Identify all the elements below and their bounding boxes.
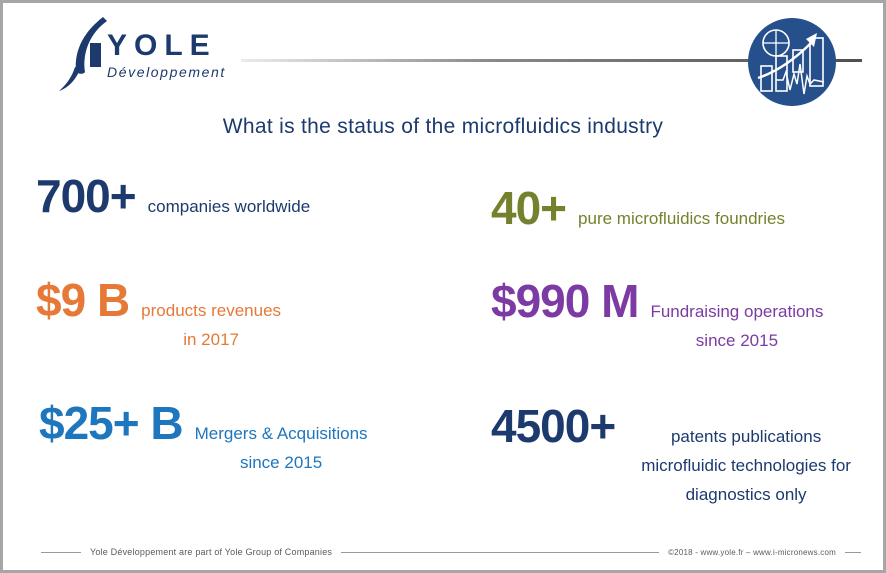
footer-right-note: ©2018 - www.yole.fr – www.i-micronews.co…	[668, 547, 836, 557]
stat-label-line: since 2015	[239, 452, 323, 472]
stat-mergers: $25+ B Mergers & Acquisitions since 2015	[39, 400, 368, 478]
page-title: What is the status of the microfluidics …	[222, 115, 664, 138]
stat-label-line: diagnostics only	[685, 484, 807, 504]
stat-companies-labels: companies worldwide	[148, 193, 311, 222]
stat-fundraising-labels: Fundraising operations since 2015	[650, 298, 823, 356]
stat-label-line: patents publications	[670, 427, 822, 446]
footer-divider-right	[845, 551, 861, 553]
yole-swoosh-icon	[59, 17, 107, 91]
stat-label-line: products revenues	[141, 301, 282, 320]
stat-companies-value: 700+	[36, 170, 137, 222]
stat-revenues: $9 B products revenues in 2017	[36, 277, 281, 355]
stat-mergers-labels: Mergers & Acquisitions since 2015	[195, 420, 368, 478]
stat-foundries-value: 40+	[491, 182, 567, 234]
footer-divider-mid	[341, 551, 660, 553]
stat-label-line: in 2017	[183, 329, 239, 349]
brand-subtitle: Développement	[107, 64, 226, 80]
stat-mergers-value: $25+ B	[39, 397, 184, 449]
stat-label-line: companies worldwide	[147, 197, 311, 216]
stat-label-line: since 2015	[695, 330, 779, 350]
stat-foundries: 40+ pure microfluidics foundries	[491, 185, 785, 234]
footer-divider-left	[41, 551, 81, 553]
stat-fundraising-value: $990 M	[491, 275, 639, 327]
charts-growth-icon	[748, 18, 836, 106]
header-divider	[241, 59, 862, 62]
logo-text: YOLE Développement	[107, 15, 226, 81]
stat-foundries-labels: pure microfluidics foundries	[578, 205, 785, 234]
stat-patents-labels: patents publications microfluidic techno…	[641, 423, 851, 510]
stat-fundraising: $990 M Fundraising operations since 2015	[491, 278, 823, 356]
stat-companies: 700+ companies worldwide	[36, 173, 310, 222]
brand-name: YOLE	[107, 29, 217, 62]
stat-label-line: microfluidic technologies for	[641, 455, 851, 475]
footer: Yole Développement are part of Yole Grou…	[41, 547, 861, 557]
footer-left-note: Yole Développement are part of Yole Grou…	[90, 547, 333, 557]
stat-revenues-value: $9 B	[36, 274, 130, 326]
stat-revenues-labels: products revenues in 2017	[141, 297, 281, 355]
stat-label-line: pure microfluidics foundries	[578, 209, 785, 228]
yole-logo: YOLE Développement	[59, 15, 226, 93]
stat-patents-value: 4500+	[491, 400, 616, 452]
stat-label-line: Mergers & Acquisitions	[194, 424, 368, 443]
stat-patents: 4500+ patents publications microfluidic …	[491, 403, 851, 510]
stat-label-line: Fundraising operations	[650, 302, 824, 321]
